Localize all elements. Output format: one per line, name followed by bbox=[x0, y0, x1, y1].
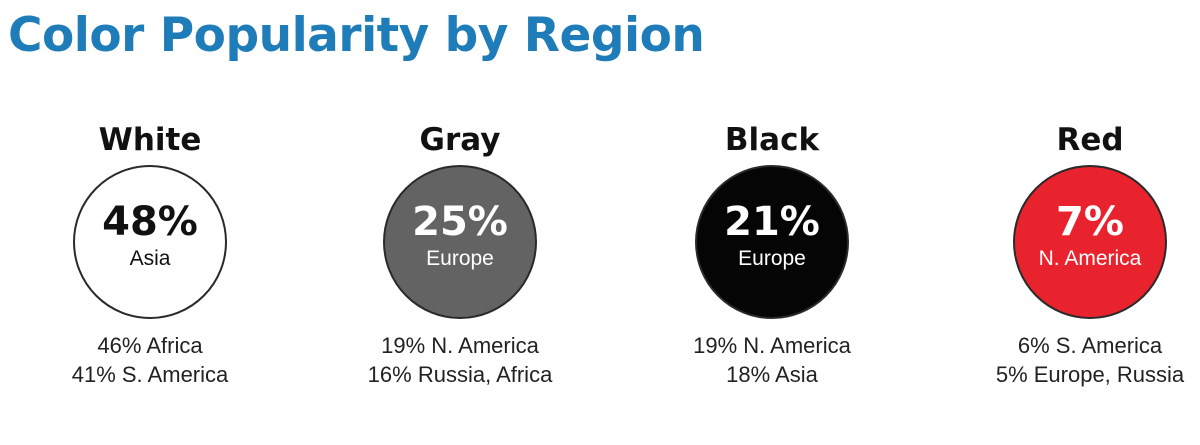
top-percentage: 25% bbox=[412, 199, 508, 245]
top-percentage: 48% bbox=[102, 199, 198, 245]
other-region-line: 18% Asia bbox=[726, 362, 818, 387]
color-swatch-circle: 21% Europe bbox=[695, 165, 849, 319]
color-card-white: White 48% Asia 46% Africa 41% S. America bbox=[0, 118, 300, 418]
other-region-line: 6% S. America bbox=[1017, 333, 1163, 358]
color-card-gray: Gray 25% Europe 19% N. America 16% Russia, A… bbox=[310, 118, 610, 418]
color-cards: White 48% Asia 46% Africa 41% S. America Gray… bbox=[0, 118, 1200, 418]
color-card-black: Black 21% Europe 19% N. America 18% Asia bbox=[622, 118, 922, 418]
color-swatch-circle: 25% Europe bbox=[383, 165, 537, 319]
other-region-line: 5% Europe, Russia bbox=[995, 362, 1185, 387]
color-name: Red bbox=[1056, 122, 1124, 158]
top-percentage: 7% bbox=[1056, 199, 1124, 245]
top-region: Asia bbox=[129, 247, 171, 270]
other-regions: 19% N. America 18% Asia bbox=[622, 331, 922, 389]
chart-title: Color Popularity by Region bbox=[8, 8, 705, 63]
color-swatch-circle: 7% N. America bbox=[1013, 165, 1167, 319]
other-regions: 19% N. America 16% Russia, Africa bbox=[310, 331, 610, 389]
color-name: Black bbox=[724, 122, 820, 158]
other-regions: 6% S. America 5% Europe, Russia bbox=[940, 331, 1200, 389]
top-region: Europe bbox=[738, 247, 806, 270]
other-region-line: 41% S. America bbox=[71, 362, 229, 387]
color-name: Gray bbox=[419, 122, 501, 158]
other-region-line: 19% N. America bbox=[381, 333, 539, 358]
other-region-line: 19% N. America bbox=[693, 333, 851, 358]
other-region-line: 16% Russia, Africa bbox=[367, 362, 553, 387]
top-region: Europe bbox=[426, 247, 494, 270]
color-swatch-circle: 48% Asia bbox=[73, 165, 227, 319]
color-name: White bbox=[98, 122, 202, 158]
other-regions: 46% Africa 41% S. America bbox=[0, 331, 300, 389]
top-percentage: 21% bbox=[724, 199, 820, 245]
color-card-red: Red 7% N. America 6% S. America 5% Europe, R… bbox=[940, 118, 1200, 418]
other-region-line: 46% Africa bbox=[97, 333, 203, 358]
top-region: N. America bbox=[1038, 247, 1142, 270]
